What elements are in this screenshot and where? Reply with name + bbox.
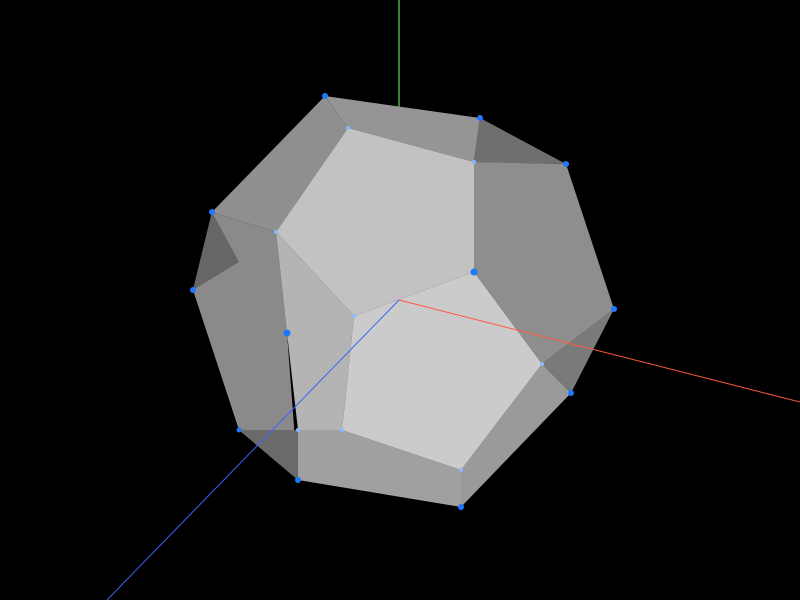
vertex-handle[interactable] [283,329,291,337]
face-right [474,162,614,364]
vertex-handle[interactable] [296,428,300,432]
face-rim-top-right [474,118,566,164]
face-left [193,212,298,480]
dodecahedron-mesh[interactable] [193,96,614,507]
vertex-handle[interactable] [458,504,464,510]
face-right-lower [542,309,614,393]
z-axis-line [106,299,400,600]
face-left-dark [193,212,239,290]
vertex-handle[interactable] [540,362,544,366]
vertex-handle[interactable] [190,287,196,293]
vertex-handle[interactable] [477,115,483,121]
vertex-handle[interactable] [352,314,356,318]
vertex-handle[interactable] [295,477,301,483]
vertex-handles[interactable] [190,93,617,510]
vertex-handle[interactable] [340,428,344,432]
vertex-handle[interactable] [611,306,617,312]
vertex-handle[interactable] [568,390,574,396]
vertex-handle[interactable] [209,209,215,215]
vertex-handle[interactable] [346,126,350,130]
face-front-left [276,232,354,430]
face-bottom-left [239,430,298,480]
vertex-handle[interactable] [470,268,478,276]
face-front-top [276,128,474,316]
vertex-handle[interactable] [236,427,242,433]
face-rim-top [325,96,480,162]
vertex-handle[interactable] [563,161,569,167]
vertex-handle[interactable] [274,230,278,234]
face-bottom [298,430,461,507]
vertex-handle[interactable] [472,160,476,164]
vertex-handle[interactable] [459,468,463,472]
face-front-center [342,272,542,470]
face-bottom-right [461,364,571,507]
x-axis-line [398,299,800,403]
face-rim-top-left [212,96,348,232]
vertex-handle[interactable] [322,93,328,99]
